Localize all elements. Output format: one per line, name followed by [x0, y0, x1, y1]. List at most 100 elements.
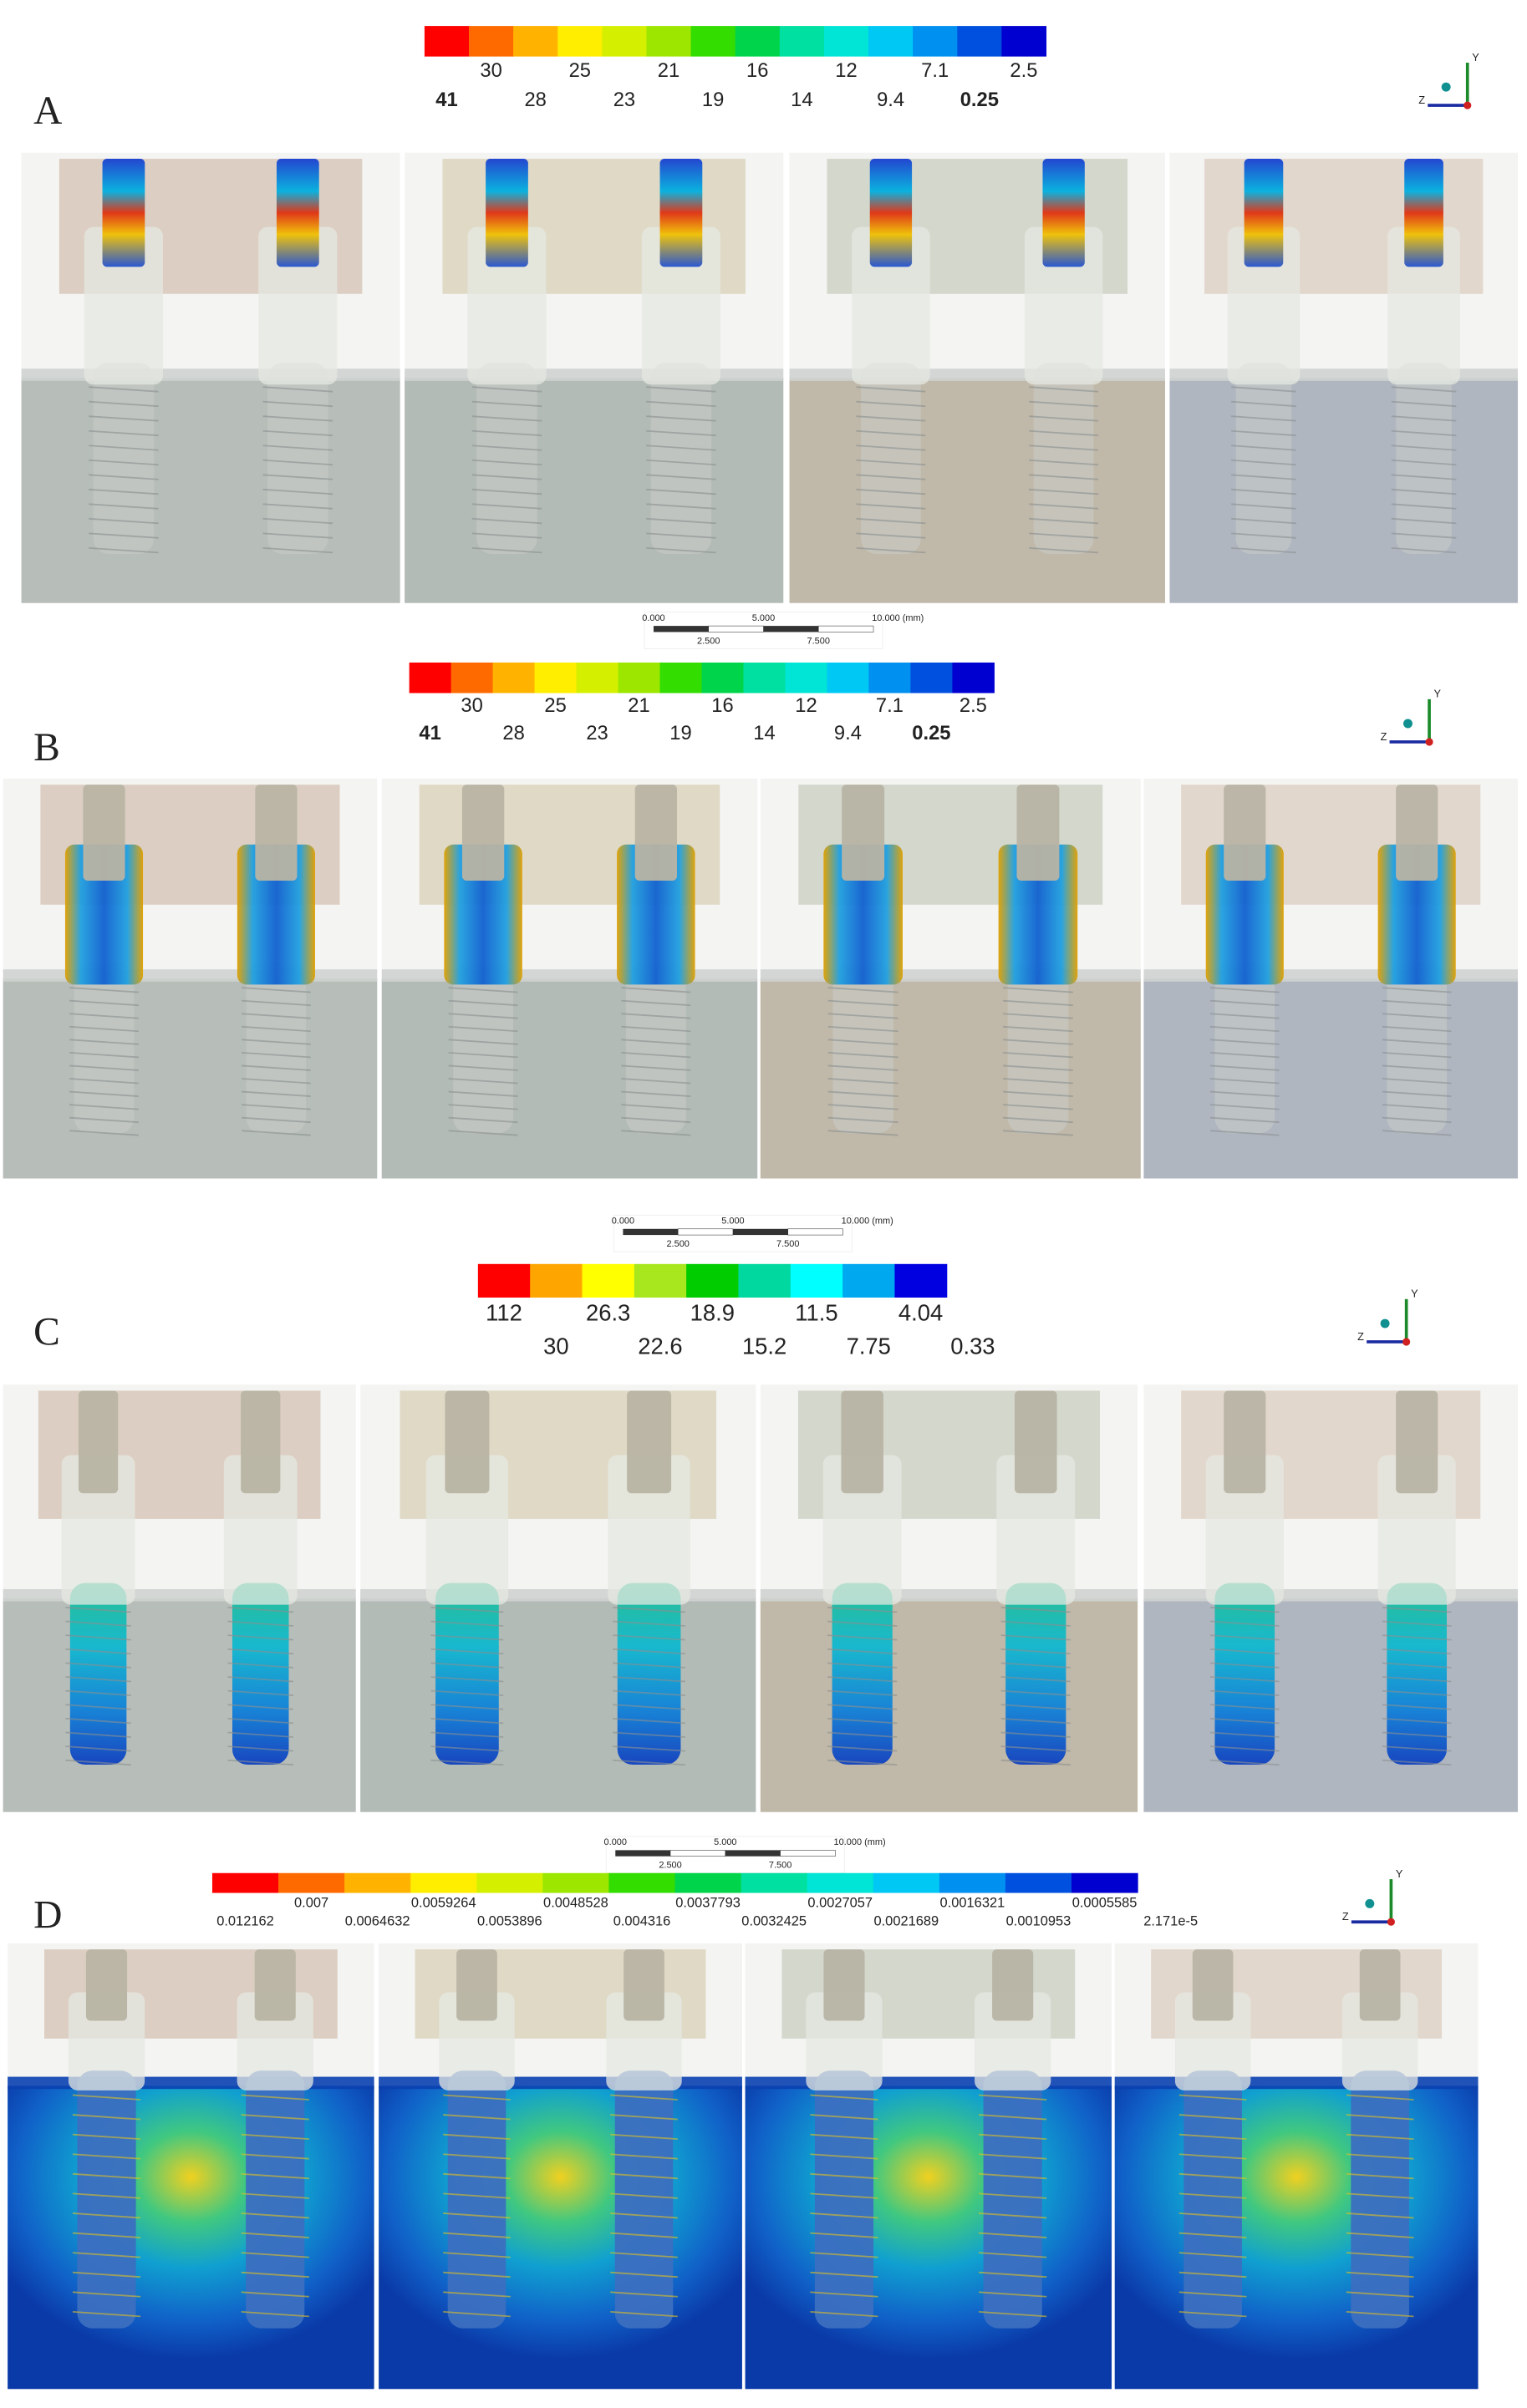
legend-top-label: 18.9	[690, 1299, 735, 1325]
screw-head	[992, 1949, 1033, 2020]
scale-seg	[788, 1229, 843, 1235]
panel-letter: C	[33, 1311, 60, 1354]
legend-swatch	[957, 26, 1002, 57]
panel-letter: A	[33, 89, 62, 133]
scale-tick-label: 10.000 (mm)	[834, 1837, 886, 1847]
bone	[3, 1598, 356, 1812]
legend-swatch	[741, 1873, 808, 1893]
model-image	[1169, 153, 1518, 603]
screw-head	[1360, 1949, 1401, 2020]
screw-head	[841, 1390, 883, 1493]
legend-top-label: 12	[795, 694, 817, 717]
legend-top-label: 21	[628, 694, 649, 717]
bone	[3, 978, 378, 1178]
legend-bottom-label: 0.0010953	[1006, 1914, 1071, 1929]
screw-head	[103, 159, 145, 267]
bone-cortex	[746, 2077, 1112, 2090]
scale-seg	[615, 1850, 670, 1856]
bone-cortex	[1115, 2077, 1479, 2090]
legend-swatch	[824, 26, 869, 57]
triad-origin	[1387, 1918, 1395, 1926]
bone-cortex	[790, 368, 1165, 381]
scale-tick-label: 5.000	[721, 1217, 744, 1227]
bone-cortex	[8, 2077, 374, 2090]
legend-swatch	[791, 1264, 843, 1298]
legend-swatch	[478, 1264, 531, 1298]
screw-head	[1404, 159, 1443, 267]
screw-head	[86, 1949, 127, 2020]
legend-swatch	[344, 1873, 411, 1893]
bone-cortex	[1169, 368, 1518, 381]
legend-swatch	[691, 26, 736, 57]
model-image	[746, 1943, 1112, 2389]
screw-head	[823, 1949, 864, 2020]
legend-bottom-label: 23	[613, 89, 635, 111]
bone	[382, 978, 757, 1178]
bone	[360, 1598, 756, 1812]
implant-body	[615, 2070, 674, 2328]
model-image	[761, 1384, 1138, 1812]
bone-cortex	[405, 368, 783, 381]
legend-swatch	[577, 663, 619, 693]
scale-seg	[709, 626, 764, 632]
legend-bottom-label: 0.0032425	[741, 1914, 807, 1929]
scale-seg	[733, 1229, 788, 1235]
legend-swatch	[738, 1264, 791, 1298]
screw-head	[1193, 1949, 1234, 2020]
triad-origin	[1402, 1338, 1410, 1345]
legend-swatch	[646, 26, 691, 57]
bone	[8, 2086, 374, 2390]
legend-swatch	[542, 1873, 609, 1893]
legend-swatch	[582, 1264, 634, 1298]
scale-seg	[623, 1229, 678, 1235]
screw-head	[456, 1949, 497, 2020]
legend-swatch	[278, 1873, 345, 1893]
screw-head	[635, 785, 677, 881]
screw-head	[1042, 159, 1084, 267]
legend-bottom-label: 28	[524, 89, 546, 111]
legend-top-label: 0.0005585	[1072, 1896, 1138, 1911]
bone-cortex	[3, 1589, 356, 1602]
legend-top-label: 7.1	[921, 59, 949, 82]
legend-bottom-label: 7.75	[847, 1334, 891, 1359]
triad-label-y: Y	[1472, 51, 1479, 64]
legend-top-label: 2.5	[1010, 59, 1037, 82]
screw-head	[1224, 1390, 1265, 1493]
bone	[1143, 978, 1518, 1178]
legend-swatch	[410, 663, 452, 693]
implant-body	[448, 2070, 506, 2328]
triad-origin	[1426, 738, 1433, 745]
implant-body	[1183, 2070, 1242, 2328]
bone	[761, 1598, 1138, 1812]
legend-swatch	[952, 663, 995, 693]
legend-bottom-label: 0.25	[960, 89, 999, 111]
legend-swatch	[425, 26, 470, 57]
screw-head	[1016, 785, 1059, 881]
legend-swatch	[469, 26, 514, 57]
legend-swatch	[451, 663, 494, 693]
legend-swatch	[634, 1264, 687, 1298]
legend-top-label: 7.1	[876, 694, 903, 717]
bone-cortex	[3, 969, 378, 982]
legend-swatch	[780, 26, 825, 57]
legend-bottom-label: 28	[502, 722, 524, 744]
scale-tick-label: 10.000 (mm)	[872, 613, 924, 623]
legend-swatch	[736, 26, 781, 57]
screw-head	[624, 1949, 664, 2020]
legend-swatch	[894, 1264, 947, 1298]
figure: A30252116127.12.541282319149.40.25YZ0.00…	[0, 0, 1527, 2408]
legend-bottom-label: 41	[419, 722, 440, 744]
screw-head	[486, 159, 528, 267]
page: {"panels": [ {"label": "A", "legend": {"…	[0, 0, 1527, 2408]
screw-head	[1015, 1390, 1057, 1493]
legend-bottom-label: 0.004316	[613, 1914, 671, 1929]
bone	[22, 378, 400, 602]
legend-top-label: 25	[544, 694, 566, 717]
implant-body	[77, 2070, 135, 2328]
screw-head	[1396, 1390, 1438, 1493]
screw-head	[241, 1390, 280, 1493]
legend-swatch	[513, 26, 558, 57]
scale-seg	[670, 1850, 725, 1856]
scale-subtick-label: 2.500	[659, 1861, 681, 1871]
screw-head	[255, 785, 297, 881]
